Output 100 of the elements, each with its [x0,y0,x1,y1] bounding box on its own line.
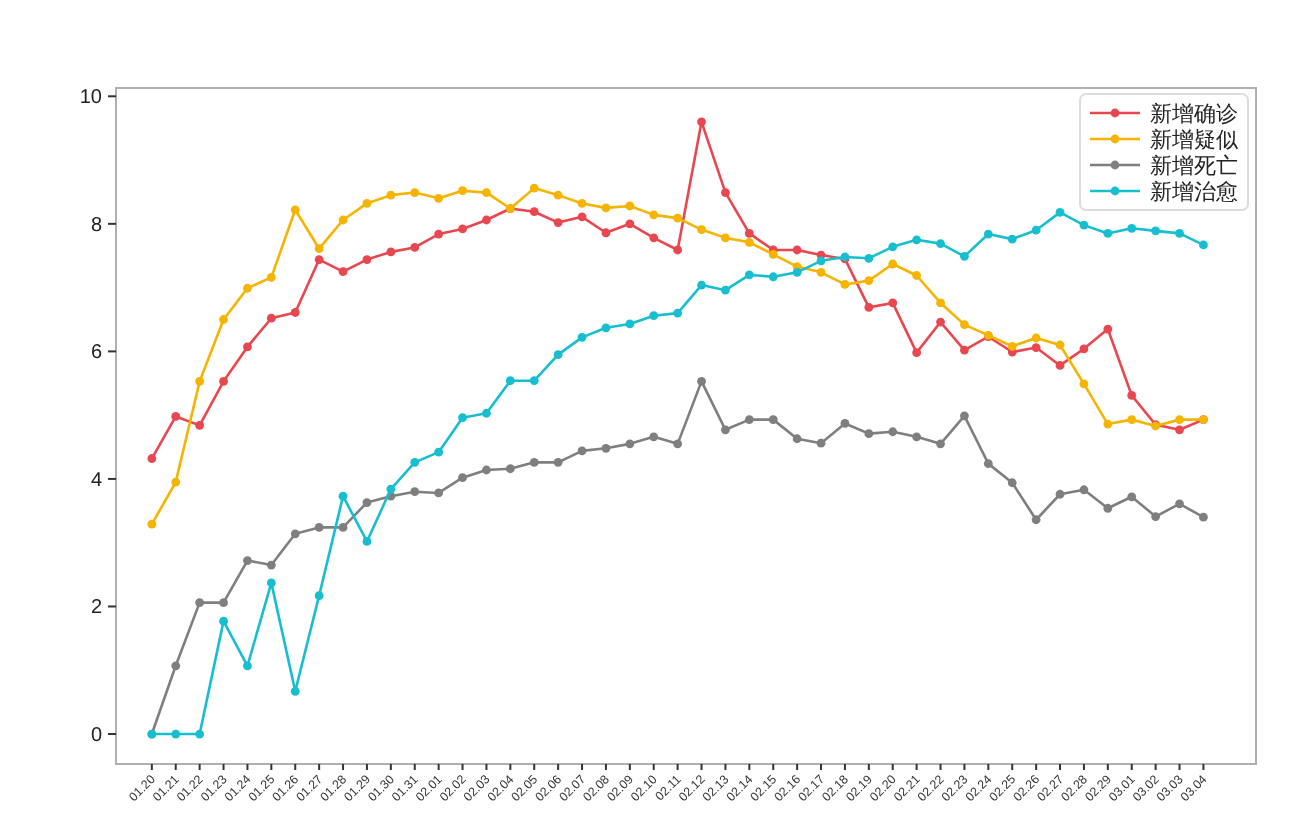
point [912,432,922,442]
point [912,271,922,280]
y-tick-label: 2 [90,597,103,620]
point [195,420,205,430]
y-tick-label: 6 [90,342,103,365]
point [864,302,874,312]
point [888,242,898,252]
point [1079,485,1089,495]
point [1127,415,1137,425]
point [960,411,969,421]
point [840,419,850,428]
point [410,188,420,197]
point [410,457,420,467]
point [1079,220,1089,230]
point [362,537,372,546]
point [1199,240,1208,250]
point [816,438,826,448]
point [1079,379,1089,389]
legend-label: 新增疑似 [1150,127,1238,153]
point [171,729,181,739]
point [1031,343,1041,352]
point [673,245,683,255]
point [1007,478,1017,488]
point [1199,512,1208,522]
point [529,376,539,386]
point [1103,503,1113,513]
point [290,308,300,317]
point [553,218,563,227]
point [171,412,181,421]
point [864,429,874,439]
point [649,311,659,321]
point [721,285,730,295]
point [1127,390,1137,400]
point [960,345,969,355]
point [362,255,372,264]
point [816,267,826,277]
point [386,247,396,257]
point [314,255,324,264]
point [553,190,563,200]
point [577,212,587,222]
point [147,519,157,529]
point [577,332,587,342]
point [864,276,874,285]
point [434,447,444,457]
point [458,413,467,423]
point [983,459,993,469]
point [314,244,324,254]
point [553,350,563,359]
point [1103,229,1113,238]
point [601,228,611,238]
point [888,427,898,437]
point [243,661,252,671]
legend-label: 新增确诊 [1150,101,1238,127]
point [816,256,826,266]
point [697,117,706,127]
point [697,280,706,290]
point [410,243,420,252]
point [577,199,587,208]
point [1055,340,1065,350]
point [458,473,467,483]
point [219,315,228,324]
point [625,439,635,449]
point [768,250,778,259]
point [1127,223,1137,233]
point [912,235,922,245]
point [673,308,683,318]
point [744,229,754,238]
point [649,233,659,243]
point [744,270,754,280]
point [553,457,563,467]
point [529,207,539,217]
point [195,376,205,386]
point [362,199,372,208]
point [505,464,515,474]
point [434,193,444,203]
point [960,251,969,261]
point [936,317,945,327]
point [458,224,467,234]
point [529,457,539,467]
point [936,298,945,308]
point [290,529,300,539]
point [195,729,205,739]
point [744,415,754,425]
point [362,498,372,507]
point [1007,234,1017,244]
point [434,488,444,498]
point [912,348,922,358]
point [625,201,635,211]
point [577,446,587,456]
point [410,487,420,497]
point [1055,207,1065,217]
point [673,213,683,223]
point [290,686,300,696]
point [195,598,205,608]
point [243,342,252,352]
point [338,215,348,225]
point [768,272,778,282]
point [1175,415,1184,425]
y-tick-label: 8 [90,214,103,237]
point [529,183,539,193]
